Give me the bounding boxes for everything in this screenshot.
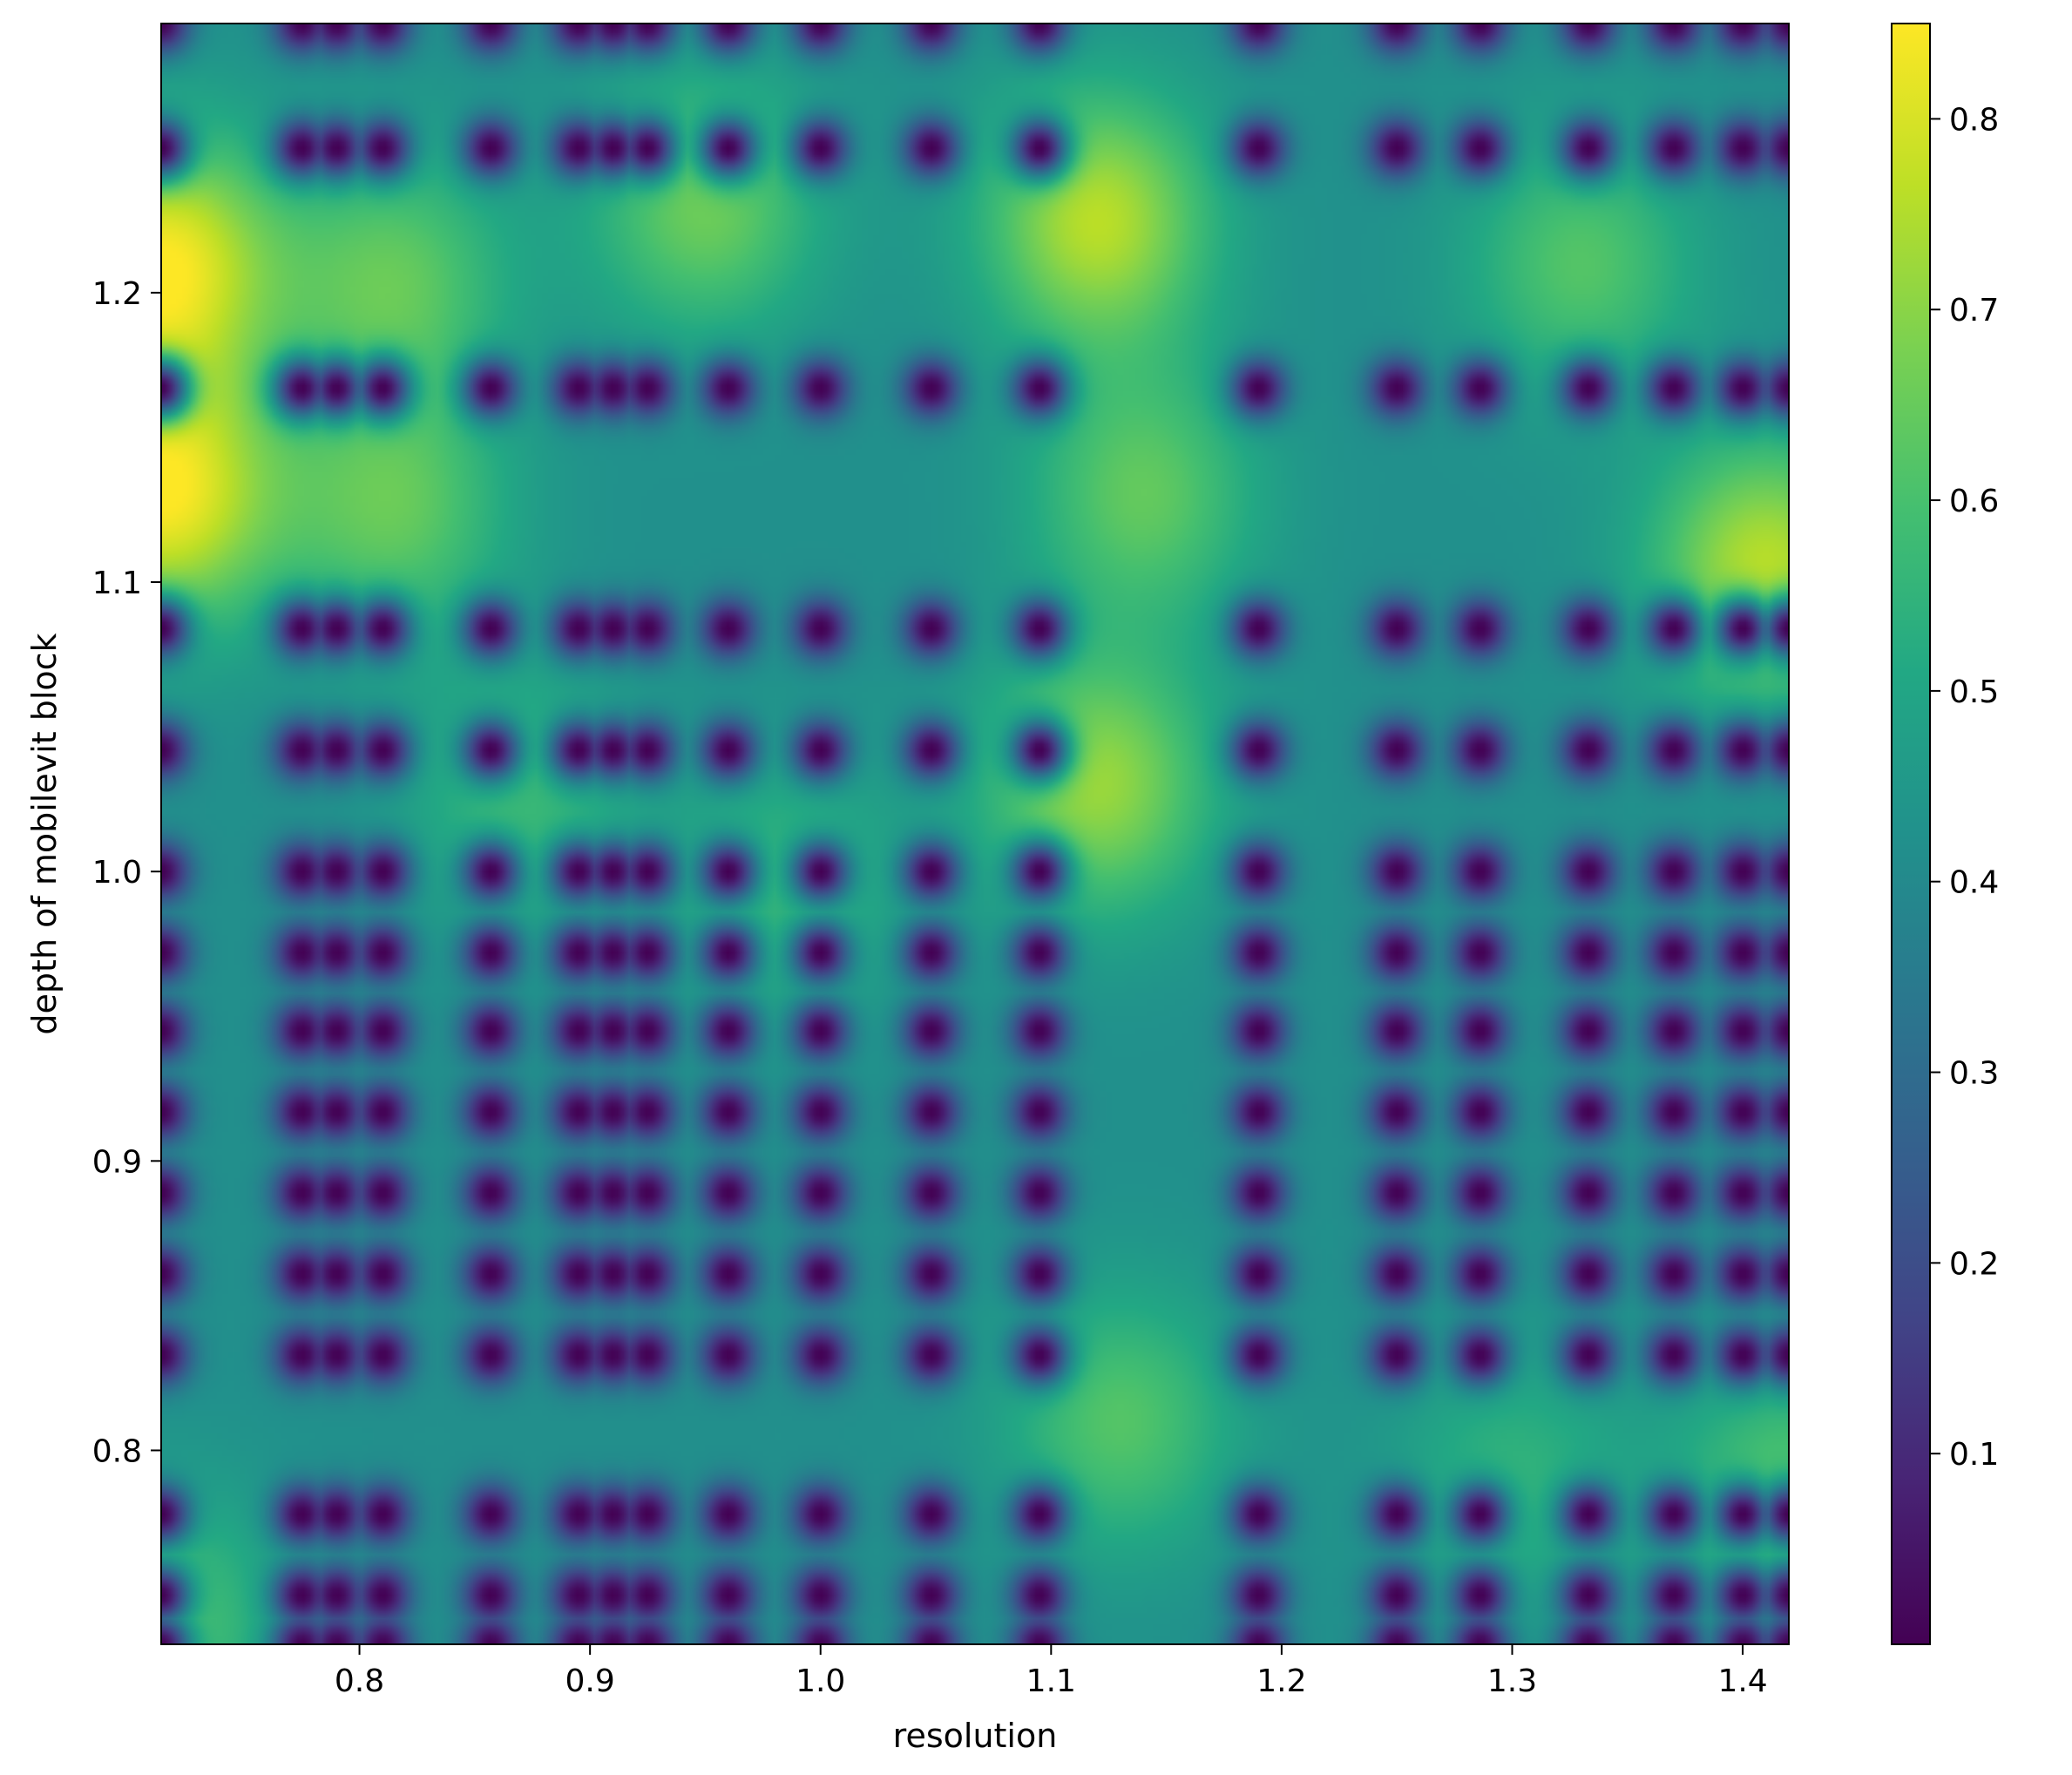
x-tick-label: 1.3 (1487, 1663, 1537, 1699)
colorbar-tick-label: 0.6 (1949, 484, 1999, 519)
y-axis: 0.8 0.9 1.0 1.1 1.2 (92, 276, 161, 1469)
colorbar-ticks: 0.1 0.2 0.3 0.4 0.5 0.6 0.7 0.8 (1930, 102, 1999, 1473)
x-axis-label: resolution (893, 1717, 1058, 1755)
colorbar-tick-label: 0.7 (1949, 293, 1999, 329)
heatmap-image (161, 24, 1789, 1644)
plot-frame (160, 23, 1790, 1645)
colorbar-tick-label: 0.2 (1949, 1246, 1999, 1282)
x-axis: 0.8 0.9 1.0 1.1 1.2 1.3 1.4 (335, 1644, 1768, 1699)
x-tick-label: 1.1 (1026, 1663, 1076, 1699)
colorbar-gradient (1891, 23, 1931, 1645)
colorbar-tick-label: 0.4 (1949, 865, 1999, 901)
y-tick-label: 1.0 (92, 855, 142, 891)
x-tick-label: 1.2 (1256, 1663, 1306, 1699)
colorbar-tick-label: 0.5 (1949, 674, 1999, 710)
y-tick-label: 1.1 (92, 566, 142, 601)
x-tick-label: 0.8 (335, 1663, 384, 1699)
x-tick-label: 1.0 (796, 1663, 845, 1699)
colorbar-tick-label: 0.8 (1949, 102, 1999, 138)
colorbar-tick-label: 0.1 (1949, 1437, 1999, 1473)
plot-area (160, 23, 1790, 1645)
y-tick-label: 0.8 (92, 1433, 142, 1469)
x-tick-label: 0.9 (565, 1663, 615, 1699)
y-tick-label: 1.2 (92, 276, 142, 312)
colorbar: 0.1 0.2 0.3 0.4 0.5 0.6 0.7 0.8 (1891, 23, 1999, 1645)
colorbar-tick-label: 0.3 (1949, 1056, 1999, 1092)
y-tick-label: 0.9 (92, 1144, 142, 1180)
x-tick-label: 1.4 (1717, 1663, 1767, 1699)
y-axis-label: depth of mobilevit block (25, 633, 64, 1034)
